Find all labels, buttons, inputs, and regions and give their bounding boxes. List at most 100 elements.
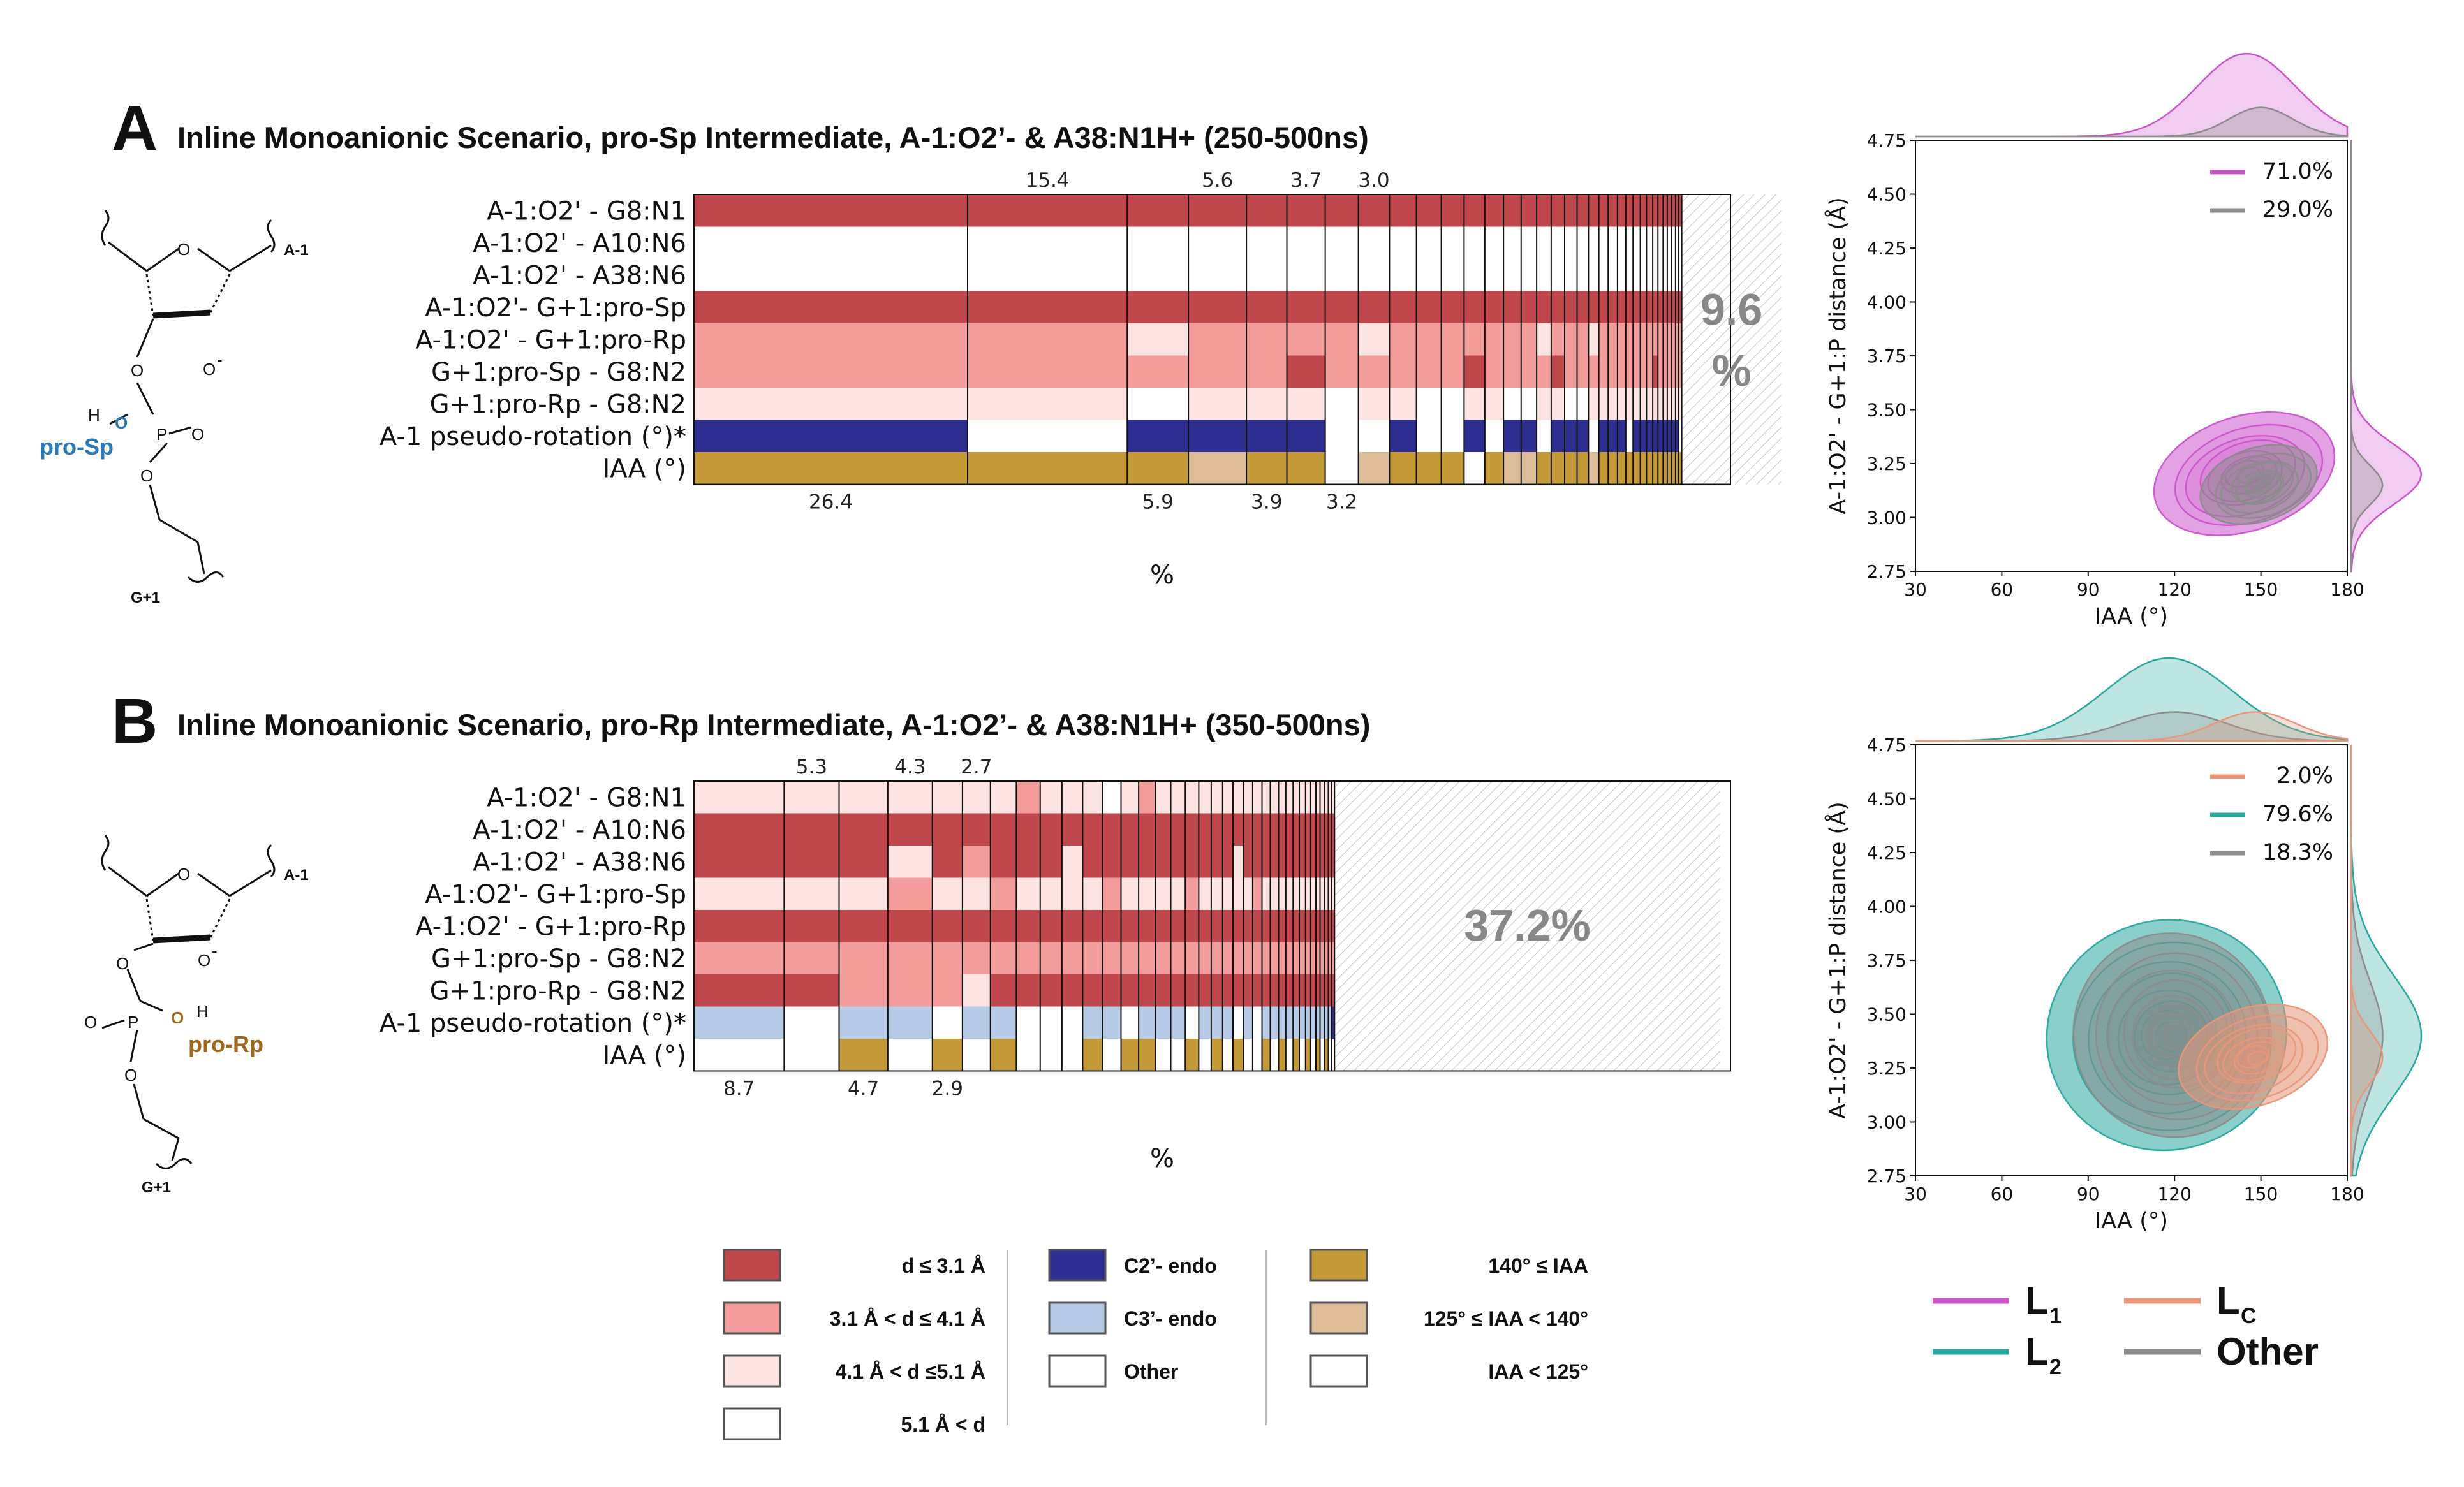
state-cell <box>1222 813 1234 846</box>
state-cell <box>1625 291 1634 324</box>
state-cell <box>1287 226 1325 260</box>
state-cell <box>1016 974 1041 1007</box>
state-cell <box>1139 942 1156 975</box>
state-cell <box>1328 846 1332 878</box>
state-cell <box>1211 974 1223 1007</box>
mol-b-ring-o: O <box>177 865 190 884</box>
state-cell <box>1320 974 1325 1007</box>
state-cell <box>1551 388 1565 420</box>
state-cell <box>1188 420 1247 453</box>
state-cell <box>839 974 889 1007</box>
state-cell <box>1293 781 1300 814</box>
state-cell <box>694 846 785 878</box>
state-cell <box>932 1006 963 1039</box>
state-cell <box>932 974 963 1007</box>
state-cell <box>1658 291 1664 324</box>
state-cell <box>887 846 933 878</box>
state-cell <box>1358 291 1390 324</box>
state-cell <box>1464 420 1486 453</box>
state-cell <box>1211 877 1223 911</box>
state-cell <box>1389 291 1417 324</box>
state-cell <box>694 259 968 291</box>
state-cell <box>1233 877 1244 911</box>
state-cell <box>1121 910 1139 942</box>
state-cell <box>1102 1039 1121 1071</box>
x-tick-label: 120 <box>2157 1183 2191 1205</box>
state-cell <box>1170 910 1186 942</box>
state-cell <box>1608 291 1618 324</box>
state-cell <box>1358 452 1390 485</box>
kde-contour <box>2255 480 2271 492</box>
state-cell <box>1667 291 1672 324</box>
legend-label: C3’- endo <box>1124 1307 1217 1330</box>
state-cell <box>1675 291 1679 324</box>
state-cell <box>1625 420 1634 453</box>
state-cell <box>1040 781 1063 814</box>
state-cell <box>1121 877 1139 911</box>
state-label: Other <box>2217 1330 2319 1373</box>
state-cell <box>968 226 1128 260</box>
state-cell <box>1185 846 1199 878</box>
state-cell <box>1503 323 1522 356</box>
state-cell <box>990 942 1017 975</box>
state-cell <box>1588 452 1599 485</box>
legend-label: C2’- endo <box>1124 1254 1217 1277</box>
state-cell <box>1484 355 1504 388</box>
state-cell <box>1305 781 1311 814</box>
state-label: L <box>2025 1279 2049 1322</box>
state-cell <box>1243 942 1253 975</box>
state-cell <box>784 1006 839 1039</box>
state-cell <box>968 291 1128 324</box>
legend-label: 29.0% <box>2262 197 2333 223</box>
state-cell <box>1246 323 1287 356</box>
state-cell <box>1316 942 1320 975</box>
state-cell <box>1537 355 1552 388</box>
state-cell <box>1082 877 1103 911</box>
state-cell <box>1577 420 1589 453</box>
top-percent-label: 3.0 <box>1358 169 1389 192</box>
state-cell <box>1278 877 1287 911</box>
state-cell <box>1040 942 1063 975</box>
state-cell <box>1633 323 1641 356</box>
marginal-x <box>1915 106 2349 138</box>
state-cell <box>1416 226 1442 260</box>
state-cell <box>1293 910 1300 942</box>
state-cell <box>1316 1039 1320 1071</box>
row-label: G+1:pro-Sp - G8:N2 <box>431 358 686 387</box>
mol-b-minus: - <box>212 941 218 960</box>
state-cell <box>1617 452 1627 485</box>
state-cell <box>1316 910 1320 942</box>
state-cell <box>1287 420 1325 453</box>
panel-b-title: Inline Monoanionic Scenario, pro-Rp Inte… <box>177 708 1370 742</box>
state-cell <box>1588 355 1599 388</box>
legend-swatch <box>1048 1301 1107 1335</box>
state-cell <box>1608 355 1618 388</box>
state-cell <box>1565 259 1577 291</box>
state-cell <box>1667 420 1672 453</box>
state-cell <box>1675 323 1679 356</box>
state-cell <box>1551 226 1565 260</box>
state-cell <box>1316 1006 1320 1039</box>
state-cell <box>1625 388 1634 420</box>
state-cell <box>1243 974 1253 1007</box>
state-cell <box>1040 974 1063 1007</box>
state-cell <box>1278 974 1287 1007</box>
state-cell <box>1598 388 1609 420</box>
state-cell <box>1646 194 1653 227</box>
state-cell <box>1484 259 1504 291</box>
state-cell <box>1331 974 1335 1007</box>
state-cell <box>1155 846 1171 878</box>
remainder-area <box>1681 194 1782 485</box>
state-cell <box>1285 781 1294 814</box>
state-cell <box>1127 452 1189 485</box>
state-cell <box>1667 355 1672 388</box>
state-cell <box>694 420 968 453</box>
bottom-percent-label: 8.7 <box>723 1078 755 1101</box>
state-cell <box>1188 226 1247 260</box>
state-cell <box>990 846 1017 878</box>
state-cell <box>968 420 1128 453</box>
state-cell <box>784 781 839 814</box>
mol-b-h: H <box>196 1002 209 1021</box>
state-cell <box>1325 388 1359 420</box>
state-cell <box>1211 813 1223 846</box>
